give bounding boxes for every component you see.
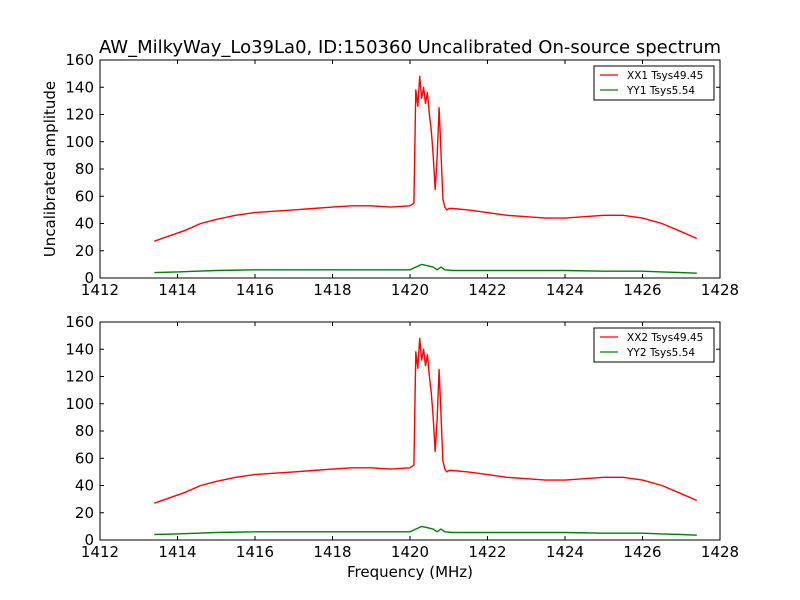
bottom-series-line-xx2	[154, 337, 698, 504]
bottom-y-tick-label: 80	[75, 422, 94, 440]
top-y-tick-label: 140	[65, 78, 94, 96]
top-legend	[593, 65, 715, 101]
bottom-series-line-yy2	[154, 525, 697, 536]
top-x-tick-label: 1422	[468, 281, 506, 299]
top-y-tick-label: 100	[65, 133, 94, 151]
top-x-tick-label: 1428	[701, 281, 739, 299]
bottom-legend	[593, 327, 715, 363]
bottom-y-tick-label: 0	[84, 531, 94, 549]
chart-title: AW_MilkyWay_Lo39La0, ID:150360 Uncalibra…	[99, 37, 721, 58]
top-series-line-xx1	[154, 75, 698, 242]
top-series-line-yy1	[154, 263, 697, 274]
bottom-y-tick-label: 140	[65, 340, 94, 358]
bottom-x-tick-label: 1422	[468, 543, 506, 561]
top-y-tick-label: 20	[75, 242, 94, 260]
bottom-spectrum-panel: Frequency (MHz) 1412 1414 1416 1418 1420 1422…	[65, 313, 739, 581]
top-y-tick-label: 80	[75, 160, 94, 178]
bottom-x-tick-label: 1424	[546, 543, 584, 561]
top-x-tick-label: 1420	[391, 281, 429, 299]
top-x-tick-label: 1412	[81, 281, 119, 299]
bottom-y-tick-label: 100	[65, 395, 94, 413]
bottom-y-tick-label: 40	[75, 477, 94, 495]
top-y-tick-label: 60	[75, 187, 94, 205]
bottom-legend-label: YY2 Tsys5.54	[626, 347, 695, 359]
top-y-tick-label: 120	[65, 106, 94, 124]
bottom-y-tick-label: 20	[75, 504, 94, 522]
bottom-x-tick-label: 1418	[313, 543, 351, 561]
bottom-x-tick-label: 1428	[701, 543, 739, 561]
top-x-tick-label: 1426	[623, 281, 661, 299]
top-x-tick-label: 1416	[236, 281, 274, 299]
top-y-tick-label: 40	[75, 215, 94, 233]
bottom-y-tick-label: 160	[65, 313, 94, 331]
top-x-tick-label: 1424	[546, 281, 584, 299]
top-x-tick-label: 1418	[313, 281, 351, 299]
top-x-tick-label: 1414	[158, 281, 196, 299]
bottom-x-tick-label: 1416	[236, 543, 274, 561]
bottom-x-tick-label: 1412	[81, 543, 119, 561]
bottom-x-tick-label: 1414	[158, 543, 196, 561]
bottom-y-tick-label: 120	[65, 368, 94, 386]
bottom-x-axis-label: Frequency (MHz)	[347, 563, 473, 581]
top-y-tick-label: 0	[84, 269, 94, 287]
bottom-x-tick-label: 1426	[623, 543, 661, 561]
top-legend-label: YY1 Tsys5.54	[626, 85, 695, 97]
top-y-tick-label: 160	[65, 51, 94, 69]
top-legend-label: XX1 Tsys49.45	[627, 70, 703, 82]
top-y-axis-label: Uncalibrated amplitude	[41, 81, 59, 257]
top-spectrum-panel: Uncalibrated amplitude 1412 1414 1416 1418 1…	[41, 51, 739, 299]
bottom-x-tick-label: 1420	[391, 543, 429, 561]
bottom-legend-label: XX2 Tsys49.45	[627, 332, 703, 344]
bottom-y-tick-label: 60	[75, 449, 94, 467]
